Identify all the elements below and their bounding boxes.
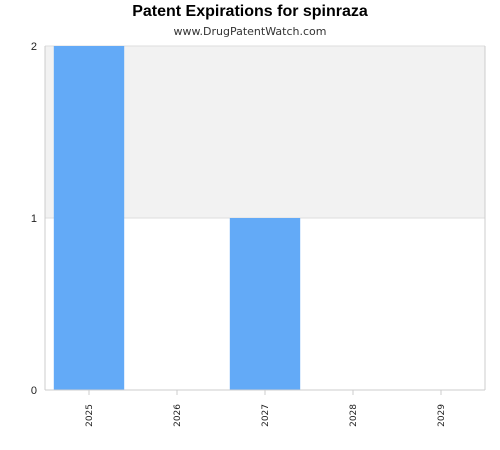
x-tick-label-2027: 2027: [261, 404, 271, 427]
y-tick-label: 2: [31, 41, 37, 53]
x-axis-ticks: 2025 2026 2027 2028 2029: [85, 390, 447, 427]
x-tick-label-2028: 2028: [349, 404, 359, 427]
x-tick-label-2026: 2026: [173, 404, 183, 427]
x-tick-label-2025: 2025: [85, 404, 95, 427]
x-tick-label-2029: 2029: [437, 404, 447, 427]
y-axis-ticks: 0 1 2: [31, 41, 37, 397]
y-tick-label: 0: [31, 385, 37, 397]
bar-2025: [54, 46, 124, 390]
bar-2027: [230, 218, 300, 390]
y-tick-label: 1: [31, 213, 37, 225]
